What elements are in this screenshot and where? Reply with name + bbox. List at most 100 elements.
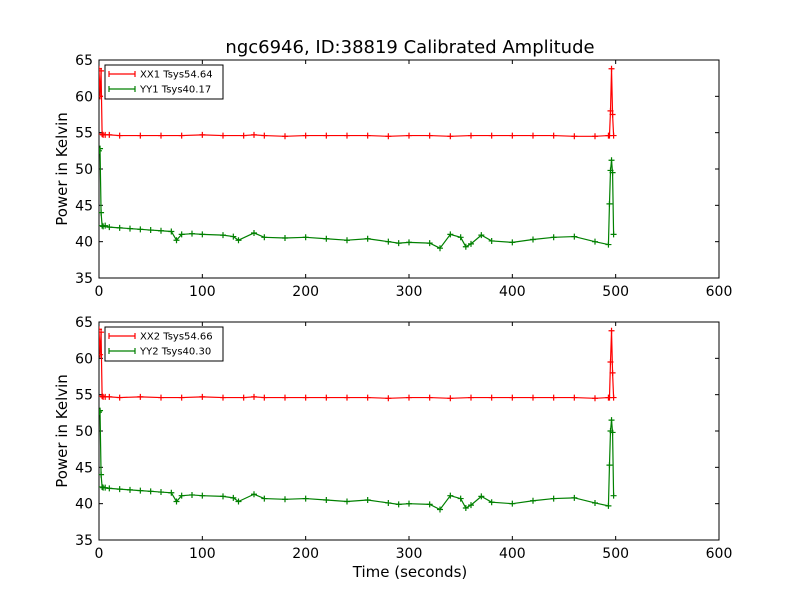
data-point-marker [116, 224, 123, 231]
data-point-marker [261, 234, 268, 241]
data-point-marker [605, 502, 612, 509]
data-point-marker [323, 497, 330, 504]
data-point-marker [302, 394, 309, 401]
y-tick-label: 35 [75, 271, 93, 287]
data-point-marker [99, 471, 105, 478]
data-point-marker [323, 235, 330, 242]
x-tick-label: 500 [602, 284, 629, 300]
data-point-marker [127, 225, 133, 232]
x-tick-label: 400 [499, 284, 526, 300]
data-point-marker [99, 131, 106, 138]
data-point-marker [478, 493, 485, 500]
data-point-marker [426, 132, 433, 139]
data-point-marker [99, 393, 106, 400]
data-point-marker [106, 224, 113, 231]
y-tick-label: 40 [75, 497, 93, 513]
data-point-marker [302, 234, 309, 241]
legend-entry-label: YY1 Tsys40.17 [139, 85, 211, 96]
data-point-marker [147, 488, 154, 495]
data-point-marker [106, 393, 113, 400]
y-tick-label: 55 [75, 388, 93, 404]
data-point-marker [509, 132, 516, 139]
x-tick-label: 0 [95, 546, 104, 562]
data-point-marker [168, 228, 175, 235]
data-point-marker [344, 132, 350, 139]
data-point-marker [468, 394, 474, 401]
x-tick-label: 200 [292, 284, 319, 300]
data-point-marker [99, 147, 102, 154]
data-point-marker [137, 226, 144, 233]
data-point-marker [235, 498, 242, 505]
data-point-marker [406, 132, 412, 139]
data-point-marker [447, 231, 454, 238]
data-point-marker [127, 486, 133, 493]
series-yy [99, 145, 617, 252]
data-point-marker [608, 417, 615, 424]
x-tick-label: 300 [396, 546, 423, 562]
data-point-marker [550, 132, 557, 139]
data-point-marker [426, 240, 433, 247]
data-point-marker [137, 487, 144, 494]
bottom-panel: 0 100 200 300 400 500 600 35 40 45 50 55 60 65 Power i… [53, 315, 732, 562]
data-point-marker [173, 237, 180, 244]
data-point-marker [199, 231, 206, 238]
data-point-marker [323, 132, 330, 139]
data-point-marker [99, 209, 105, 216]
data-point-marker [323, 394, 330, 401]
y-tick-label: 50 [75, 162, 93, 178]
data-point-marker [457, 495, 464, 502]
data-point-marker [99, 409, 102, 416]
data-point-marker [261, 495, 268, 502]
y-tick-label: 50 [75, 424, 93, 440]
data-point-marker [158, 394, 164, 401]
data-point-marker [302, 132, 309, 139]
data-point-marker [158, 227, 164, 234]
data-point-marker [251, 491, 257, 498]
data-point-marker [364, 394, 371, 401]
data-point-marker [478, 232, 485, 239]
data-point-marker [302, 495, 309, 502]
chart-title: ngc6946, ID:38819 Calibrated Amplitude [225, 37, 594, 58]
data-point-marker [178, 394, 185, 401]
data-point-marker [608, 65, 615, 72]
data-point-marker [592, 238, 598, 245]
data-point-marker [509, 500, 516, 507]
data-point-marker [406, 394, 412, 401]
data-point-marker [488, 394, 495, 401]
data-point-marker [468, 240, 474, 247]
data-point-marker [609, 111, 616, 118]
data-point-marker [437, 245, 443, 252]
y-tick-label: 40 [75, 235, 93, 251]
data-point-marker [173, 498, 180, 505]
data-point-marker [610, 394, 617, 401]
legend-entry-label: XX2 Tsys54.66 [140, 332, 213, 343]
y-tick-label: 60 [75, 351, 93, 367]
data-point-marker [99, 329, 105, 336]
data-point-marker [282, 496, 288, 503]
data-point-marker [99, 351, 104, 358]
data-point-marker [116, 132, 123, 139]
data-point-marker [447, 492, 454, 499]
series-xx [99, 326, 617, 402]
data-point-marker [406, 500, 412, 507]
data-point-marker [220, 394, 226, 401]
data-point-marker [462, 505, 469, 512]
data-point-marker [488, 499, 495, 506]
data-point-marker [199, 492, 206, 499]
legend-box [104, 64, 224, 100]
data-point-marker [509, 394, 516, 401]
data-point-marker [189, 491, 195, 498]
data-point-marker [178, 132, 185, 139]
data-point-marker [605, 241, 612, 248]
y-tick-label: 35 [75, 533, 93, 549]
data-point-marker [610, 492, 617, 499]
x-tick-label: 500 [602, 546, 629, 562]
data-point-marker [406, 239, 412, 246]
data-point-marker [607, 358, 614, 365]
data-point-marker [344, 237, 350, 244]
data-point-marker [147, 227, 154, 234]
data-point-marker [385, 395, 392, 402]
data-point-marker [102, 222, 109, 229]
data-point-marker [550, 394, 557, 401]
data-point-marker [106, 485, 113, 492]
